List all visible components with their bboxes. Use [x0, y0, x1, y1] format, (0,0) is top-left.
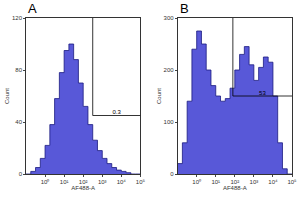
svg-text:120: 120 [12, 15, 23, 21]
svg-text:10¹: 10¹ [60, 179, 69, 185]
svg-text:100: 100 [164, 119, 175, 125]
svg-text:10⁰: 10⁰ [41, 178, 50, 185]
svg-text:0.3: 0.3 [112, 109, 121, 115]
svg-text:10²: 10² [230, 179, 239, 185]
svg-text:10⁴: 10⁴ [117, 179, 127, 185]
svg-text:AF488-A: AF488-A [223, 185, 247, 191]
svg-text:10⁰: 10⁰ [192, 178, 201, 185]
svg-text:AF488-A: AF488-A [71, 185, 95, 191]
svg-text:10⁴: 10⁴ [268, 179, 278, 185]
svg-text:80: 80 [15, 67, 22, 73]
svg-text:10²: 10² [79, 179, 88, 185]
svg-text:300: 300 [164, 15, 175, 21]
svg-text:Count: Count [156, 88, 162, 104]
svg-text:B: B [180, 1, 189, 16]
svg-text:Count: Count [4, 88, 10, 104]
svg-text:53: 53 [259, 90, 266, 96]
svg-text:10¹: 10¹ [211, 179, 220, 185]
svg-text:40: 40 [15, 119, 22, 125]
svg-text:200: 200 [164, 67, 175, 73]
svg-text:10⁵: 10⁵ [136, 179, 146, 185]
svg-text:A: A [28, 1, 37, 16]
svg-text:0: 0 [19, 171, 23, 177]
svg-text:10³: 10³ [98, 179, 107, 185]
svg-text:10³: 10³ [250, 179, 259, 185]
svg-text:0: 0 [170, 171, 174, 177]
svg-text:10⁵: 10⁵ [287, 179, 297, 185]
